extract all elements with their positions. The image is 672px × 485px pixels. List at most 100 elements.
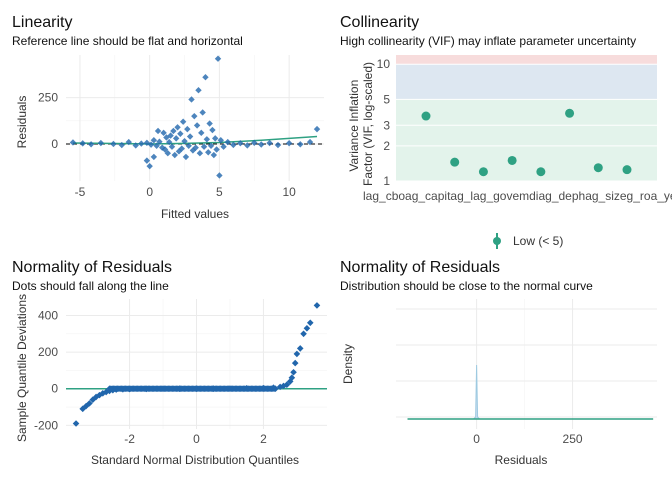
legend-key-dot <box>493 237 501 245</box>
y-axis-label: Residuals <box>15 96 29 149</box>
data-point <box>178 145 185 152</box>
vif-point <box>593 163 603 173</box>
grid <box>66 299 327 429</box>
data-point <box>199 109 206 116</box>
x-tick-label: 0 <box>193 432 200 446</box>
data-point <box>154 127 162 135</box>
data-point <box>274 141 282 149</box>
data-point <box>125 138 132 146</box>
qq-point <box>296 345 304 352</box>
points <box>421 108 632 177</box>
data-point <box>164 150 172 157</box>
data-point <box>184 125 191 133</box>
y-tick-label: -200 <box>34 418 58 432</box>
vif-point <box>565 108 575 118</box>
data-point <box>182 153 190 161</box>
data-point <box>166 138 173 146</box>
data-point <box>209 126 216 134</box>
data-point <box>147 141 155 148</box>
data-point <box>181 137 188 145</box>
panel-title: Collinearity <box>340 14 419 31</box>
qq-point <box>272 385 279 393</box>
x-tick-label: 2 <box>260 432 267 446</box>
data-point <box>207 142 215 149</box>
y-tick-label: 0 <box>51 382 58 396</box>
qq-point <box>306 319 314 327</box>
data-point <box>203 136 211 143</box>
panel-subtitle: Distribution should be close to the norm… <box>340 279 593 293</box>
data-point <box>172 135 180 142</box>
data-point <box>196 150 204 157</box>
data-point <box>174 124 181 131</box>
category-tick-labels: lag_cboag_capitag_lag_govemdiag_dephag_s… <box>363 189 672 203</box>
data-point <box>251 139 258 147</box>
qq-point <box>102 388 110 396</box>
qq-point <box>86 400 93 407</box>
x-axis-label: Standard Normal Distribution Quantiles <box>91 453 299 467</box>
vif-point <box>622 165 632 175</box>
panel-qq: Normality of Residuals Dots should fall … <box>12 259 327 467</box>
y-tick-label: 10 <box>377 57 391 71</box>
vif-band <box>396 64 657 100</box>
data-point <box>150 153 158 161</box>
grid <box>396 299 657 429</box>
data-point <box>214 55 222 62</box>
data-point <box>297 141 304 148</box>
y-axis-label: Sample Quantile Deviations <box>15 294 29 442</box>
data-point <box>150 137 158 144</box>
y-tick-label: 3 <box>383 118 390 132</box>
vif-point <box>478 167 488 177</box>
data-point <box>110 140 117 148</box>
data-point <box>87 141 95 148</box>
vif-point <box>507 155 517 165</box>
data-point <box>146 162 153 170</box>
qq-point <box>291 359 299 367</box>
data-point <box>306 138 314 146</box>
panel-title: Linearity <box>12 14 72 31</box>
y-tick-label: 0 <box>51 137 58 151</box>
vif-band <box>396 99 657 181</box>
x-axis-label: Fitted values <box>161 207 229 221</box>
points <box>69 55 321 179</box>
x-tick-label: 10 <box>282 185 296 199</box>
data-point <box>161 146 169 153</box>
data-point <box>220 143 227 150</box>
qq-point <box>303 324 311 332</box>
tick-labels: 1 2 3 5 10 <box>377 57 391 188</box>
data-point <box>205 149 212 156</box>
x-tick-label: 0 <box>473 432 480 446</box>
data-point <box>79 140 86 147</box>
data-point <box>206 120 213 127</box>
data-point <box>200 143 208 150</box>
x-tick-label: 0 <box>146 185 153 199</box>
panel-title: Normality of Residuals <box>12 259 172 276</box>
data-point <box>244 142 251 149</box>
x-tick-label: -2 <box>124 432 135 446</box>
data-point <box>191 112 198 120</box>
vif-point <box>450 157 460 167</box>
x-tick-label: 250 <box>563 432 583 446</box>
data-point <box>192 144 199 151</box>
vif-band <box>396 55 657 65</box>
panel-title: Normality of Residuals <box>340 259 500 276</box>
data-point <box>132 142 139 149</box>
qq-point <box>96 391 103 399</box>
smooth-line <box>72 135 318 145</box>
data-point <box>170 127 177 135</box>
data-point <box>198 129 205 137</box>
y-tick-label: 400 <box>38 308 58 322</box>
tick-labels: -2 0 2 -200 0 200 400 <box>34 308 267 446</box>
data-point <box>202 74 209 81</box>
x-tick-label: 5 <box>216 185 223 199</box>
qq-point <box>288 374 296 382</box>
data-point <box>143 157 151 164</box>
data-point <box>153 142 160 149</box>
x-axis-label: Residuals <box>495 453 548 467</box>
qq-point <box>300 330 307 338</box>
y-tick-label: 200 <box>38 345 58 359</box>
data-point <box>212 135 219 142</box>
data-point <box>237 140 244 147</box>
panel-collinearity: Collinearity High collinearity (VIF) may… <box>340 14 672 249</box>
data-point <box>177 130 184 137</box>
density-curve <box>472 364 481 420</box>
